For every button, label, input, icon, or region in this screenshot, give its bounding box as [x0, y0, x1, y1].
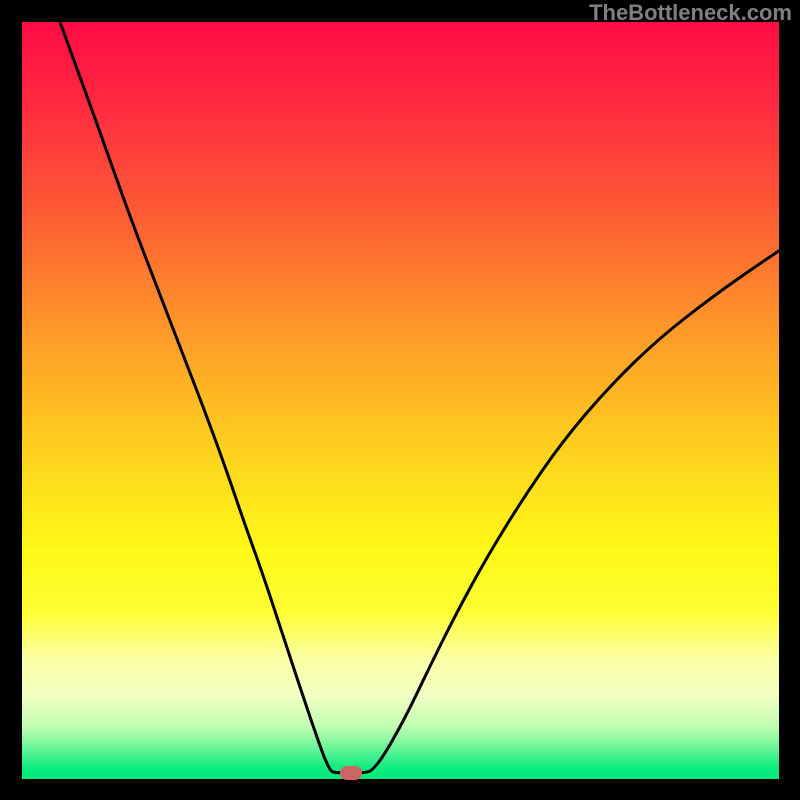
gradient-background — [22, 22, 779, 779]
optimal-point-marker — [340, 766, 362, 780]
plot-svg — [0, 0, 800, 800]
watermark-text: TheBottleneck.com — [512, 0, 792, 22]
